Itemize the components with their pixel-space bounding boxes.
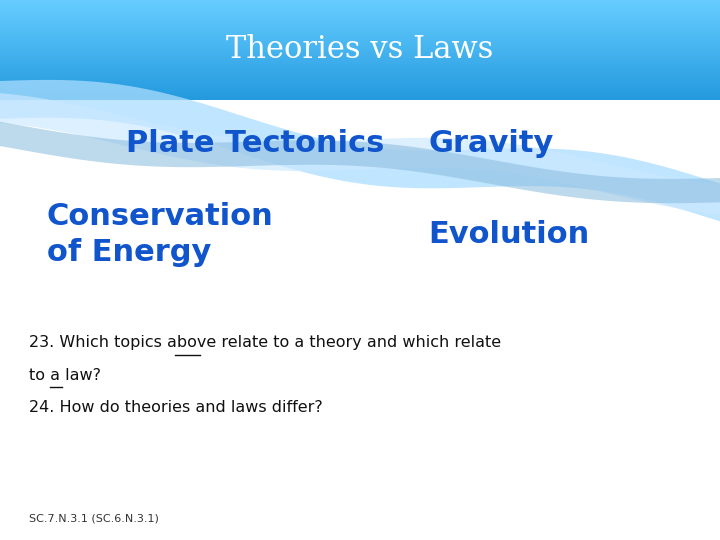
Bar bbox=[0, 42, 720, 44]
Bar bbox=[0, 20, 720, 22]
Bar bbox=[0, 48, 720, 50]
Bar bbox=[0, 24, 720, 26]
Text: Theories vs Laws: Theories vs Laws bbox=[226, 35, 494, 65]
Text: Gravity: Gravity bbox=[428, 129, 554, 158]
Bar bbox=[0, 96, 720, 98]
Bar bbox=[0, 66, 720, 68]
Bar bbox=[0, 12, 720, 14]
Bar bbox=[0, 94, 720, 96]
Text: Conservation
of Energy: Conservation of Energy bbox=[47, 202, 274, 267]
Bar bbox=[0, 32, 720, 34]
Bar bbox=[0, 50, 720, 52]
Bar bbox=[0, 16, 720, 18]
Bar bbox=[0, 46, 720, 48]
Bar bbox=[0, 62, 720, 64]
Bar bbox=[0, 54, 720, 56]
Bar bbox=[0, 40, 720, 42]
Bar bbox=[0, 56, 720, 58]
Bar bbox=[0, 92, 720, 94]
Polygon shape bbox=[0, 93, 720, 214]
Bar bbox=[0, 8, 720, 10]
Bar bbox=[0, 4, 720, 6]
Bar bbox=[0, 14, 720, 16]
Bar bbox=[0, 0, 720, 2]
Bar bbox=[0, 34, 720, 36]
Bar bbox=[0, 72, 720, 74]
Bar bbox=[0, 28, 720, 30]
Bar bbox=[0, 26, 720, 28]
Bar bbox=[0, 90, 720, 92]
Bar bbox=[0, 2, 720, 4]
Bar bbox=[0, 10, 720, 12]
Bar bbox=[0, 18, 720, 20]
Bar bbox=[0, 84, 720, 86]
Bar bbox=[0, 70, 720, 72]
Text: 24. How do theories and laws differ?: 24. How do theories and laws differ? bbox=[29, 400, 323, 415]
Text: 23. Which topics above relate to a theory and which relate: 23. Which topics above relate to a theor… bbox=[29, 335, 501, 350]
Bar bbox=[0, 64, 720, 66]
Bar bbox=[0, 68, 720, 70]
Bar bbox=[0, 22, 720, 24]
Bar bbox=[0, 80, 720, 82]
Bar bbox=[0, 6, 720, 8]
Bar bbox=[0, 78, 720, 80]
Bar bbox=[0, 36, 720, 38]
Polygon shape bbox=[0, 122, 720, 203]
Bar bbox=[0, 74, 720, 76]
Bar bbox=[0, 52, 720, 54]
Bar bbox=[0, 44, 720, 46]
Bar bbox=[0, 98, 720, 100]
Text: SC.7.N.3.1 (SC.6.N.3.1): SC.7.N.3.1 (SC.6.N.3.1) bbox=[29, 514, 158, 523]
Bar bbox=[0, 86, 720, 88]
Bar bbox=[0, 76, 720, 78]
Bar bbox=[0, 82, 720, 84]
Text: Evolution: Evolution bbox=[428, 220, 590, 249]
Polygon shape bbox=[0, 80, 720, 221]
Bar bbox=[0, 38, 720, 40]
Bar bbox=[0, 88, 720, 90]
Bar bbox=[0, 58, 720, 60]
Bar bbox=[0, 60, 720, 62]
Text: to a law?: to a law? bbox=[29, 368, 101, 383]
Text: Plate Tectonics: Plate Tectonics bbox=[126, 129, 384, 158]
Bar bbox=[0, 30, 720, 32]
